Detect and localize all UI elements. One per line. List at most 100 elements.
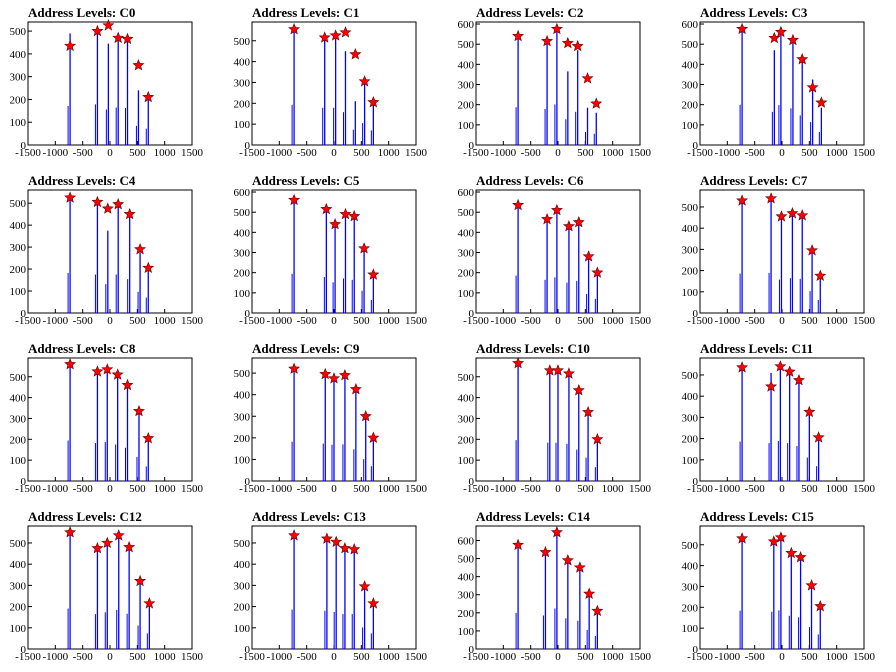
x-tick-label: 500 xyxy=(353,651,370,663)
y-tick-label: 100 xyxy=(234,454,251,466)
peak-marker xyxy=(736,532,749,544)
peak-marker xyxy=(812,431,825,443)
chart-svg: 0 100 200 300 400 500 -1500 -1000 -500 0 500 1000 15… xyxy=(10,189,204,327)
peak-marker xyxy=(338,368,351,381)
x-tick-label: -1500 xyxy=(239,315,265,327)
peak-marker xyxy=(561,36,574,49)
peak-marker xyxy=(348,542,361,555)
peak-marker xyxy=(318,31,331,43)
y-tick-label: 0 xyxy=(245,140,251,152)
y-tick-label: 200 xyxy=(10,264,27,276)
y-tick-label: 500 xyxy=(234,207,251,219)
x-tick-label: -500 xyxy=(73,651,94,663)
peak-marker xyxy=(91,24,104,37)
y-tick-label: 0 xyxy=(693,476,699,488)
y-tick-label: 600 xyxy=(458,187,475,199)
y-tick-label: 200 xyxy=(682,266,699,278)
y-tick-label: 400 xyxy=(234,227,251,239)
peak-marker xyxy=(512,198,525,211)
peak-marker xyxy=(101,536,114,549)
y-tick-label: 200 xyxy=(234,268,251,280)
x-tick-label: 0 xyxy=(107,483,113,495)
chart-title: Address Levels: C7 xyxy=(700,173,808,188)
x-tick-label: -1000 xyxy=(266,651,292,663)
chart-title: Address Levels: C10 xyxy=(476,341,590,356)
x-tick-label: 500 xyxy=(129,483,146,495)
y-tick-label: 0 xyxy=(21,308,27,320)
y-tick-label: 200 xyxy=(458,608,475,620)
x-tick-label: 0 xyxy=(331,651,337,663)
x-tick-label: 1000 xyxy=(826,147,849,159)
x-tick-label: -1500 xyxy=(15,483,41,495)
peak-marker xyxy=(91,541,104,554)
y-tick-label: 300 xyxy=(234,580,251,592)
chart-svg: 0 100 200 300 400 500 -1500 -1000 -500 0 500 1000 15… xyxy=(682,525,876,663)
x-tick-label: 1500 xyxy=(405,483,428,495)
peak-marker xyxy=(541,212,554,225)
x-tick-label: 0 xyxy=(779,483,785,495)
chart-panel: Address Levels: C4 0 100 200 300 400 500 -1500-… xyxy=(0,168,224,336)
y-tick-label: 500 xyxy=(458,39,475,51)
y-tick-label: 600 xyxy=(682,19,699,31)
peak-marker xyxy=(774,25,787,38)
x-tick-label: 500 xyxy=(129,315,146,327)
peak-marker xyxy=(91,195,104,208)
x-tick-label: -1500 xyxy=(15,651,41,663)
x-tick-label: -500 xyxy=(73,315,94,327)
y-tick-label: 400 xyxy=(682,391,699,403)
x-tick-label: 1500 xyxy=(181,651,204,663)
peak-marker xyxy=(571,39,584,52)
peak-marker xyxy=(786,206,799,219)
chart-title: Address Levels: C0 xyxy=(28,5,136,20)
chart-title: Address Levels: C15 xyxy=(700,509,814,524)
y-tick-label: 0 xyxy=(21,140,27,152)
x-tick-label: -1000 xyxy=(714,651,740,663)
peak-marker xyxy=(123,540,136,553)
x-tick-label: -500 xyxy=(745,651,766,663)
x-tick-label: 500 xyxy=(801,315,818,327)
x-tick-label: -1000 xyxy=(266,147,292,159)
x-tick-label: -500 xyxy=(521,315,542,327)
y-tick-label: 300 xyxy=(682,244,699,256)
y-tick-label: 0 xyxy=(469,140,475,152)
y-tick-label: 100 xyxy=(682,455,699,467)
x-tick-label: 0 xyxy=(331,147,337,159)
y-tick-label: 600 xyxy=(458,535,475,547)
y-tick-label: 500 xyxy=(682,39,699,51)
y-tick-label: 500 xyxy=(682,202,699,214)
y-tick-label: 600 xyxy=(458,19,475,31)
x-tick-label: 500 xyxy=(577,315,594,327)
peak-marker xyxy=(367,96,380,108)
peak-marker xyxy=(765,192,778,204)
peak-marker xyxy=(349,382,362,395)
x-tick-label: -1500 xyxy=(463,315,489,327)
y-tick-label: 0 xyxy=(469,308,475,320)
x-tick-label: -1000 xyxy=(714,147,740,159)
plot-frame xyxy=(475,21,641,146)
x-tick-label: -1500 xyxy=(15,315,41,327)
x-tick-label: 1500 xyxy=(629,651,652,663)
chart-panel: Address Levels: C11 0 100 200 300 400 500 -1500… xyxy=(672,336,896,504)
y-tick-label: 0 xyxy=(245,308,251,320)
plot-frame xyxy=(699,357,865,482)
x-tick-label: -1500 xyxy=(239,147,265,159)
peak-marker xyxy=(512,538,525,551)
x-tick-label: 0 xyxy=(555,315,561,327)
x-tick-label: -1000 xyxy=(490,651,516,663)
chart-svg: 0 100 200 300 400 500 -1500 -1000 -500 0 500 1000 15… xyxy=(10,525,204,663)
y-tick-label: 400 xyxy=(10,220,27,232)
y-tick-label: 200 xyxy=(458,268,475,280)
chart-title: Address Levels: C6 xyxy=(476,173,584,188)
y-tick-label: 200 xyxy=(458,100,475,112)
peak-marker xyxy=(91,365,104,377)
peak-marker xyxy=(785,546,798,559)
peak-marker xyxy=(582,250,595,262)
peak-marker xyxy=(328,372,340,384)
peak-marker xyxy=(562,367,575,379)
peak-marker xyxy=(64,39,77,52)
x-tick-label: 500 xyxy=(353,147,370,159)
peak-marker xyxy=(330,535,343,548)
peak-marker xyxy=(736,22,749,35)
x-tick-label: -500 xyxy=(521,147,542,159)
